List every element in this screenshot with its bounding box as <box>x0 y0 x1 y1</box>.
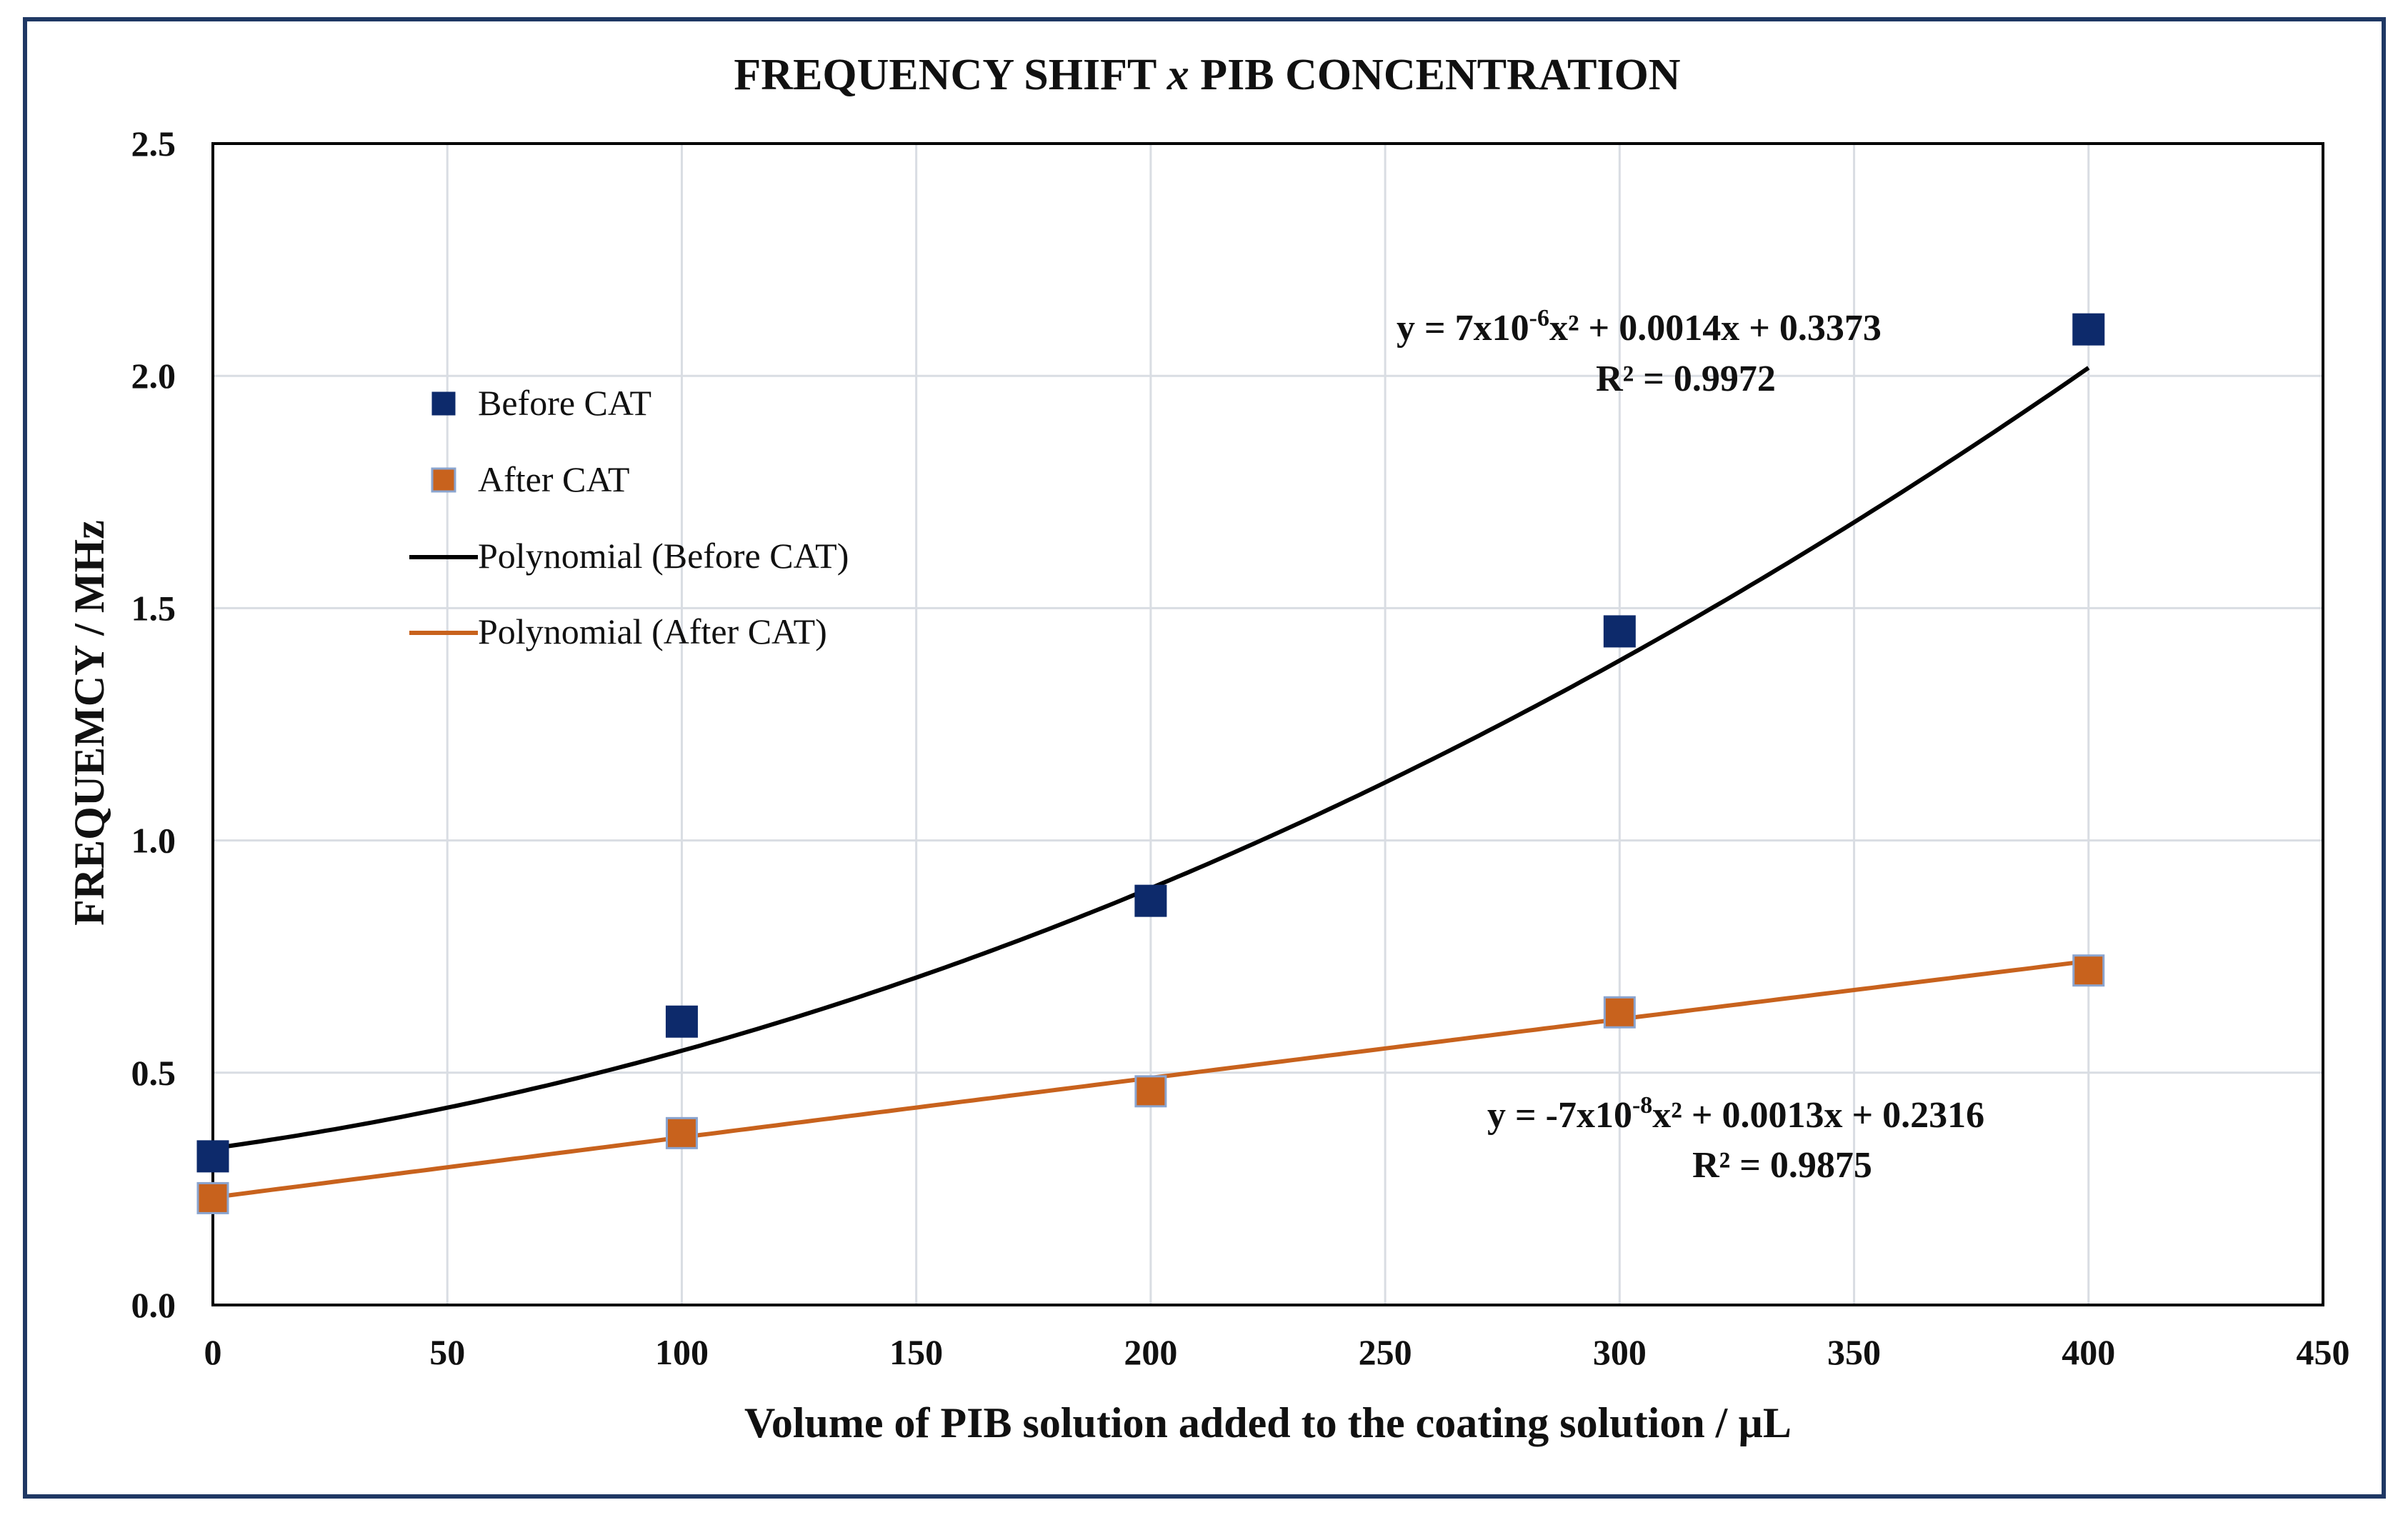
equation-after-cat-formula: y = -7x10-8x² + 0.0013x + 0.2316 <box>1487 1092 1984 1136</box>
y-tick-label: 0.5 <box>131 1053 176 1093</box>
data-point-before-cat <box>1134 884 1167 917</box>
data-point-before-cat <box>1603 615 1636 648</box>
data-point-before-cat <box>196 1140 229 1173</box>
data-point-before-cat <box>665 1005 698 1038</box>
data-point-after-cat <box>196 1181 229 1214</box>
x-tick-labels: 0 50 100 150 200 250 300 350 400 450 <box>204 1332 2350 1372</box>
equation-before-cat-r2: R² = 0.9972 <box>1596 359 1776 399</box>
x-tick-label: 0 <box>204 1332 222 1372</box>
plot-area-border <box>211 142 2324 1306</box>
x-tick-label: 50 <box>429 1332 465 1372</box>
data-point-after-cat <box>1603 996 1636 1029</box>
legend-label-polynomial-before-cat: Polynomial (Before CAT) <box>478 536 849 576</box>
x-tick-label: 100 <box>655 1332 709 1372</box>
equation-after-cat: y = -7x10-8x² + 0.0013x + 0.2316 R² = 0.… <box>1487 1092 1984 1186</box>
y-tick-labels: 0.0 0.5 1.0 1.5 2.0 2.5 <box>131 124 176 1325</box>
data-point-before-cat <box>2072 313 2105 346</box>
data-point-after-cat <box>2072 954 2105 987</box>
legend-item-after-cat: After CAT <box>431 459 629 499</box>
y-tick-label: 2.5 <box>131 124 176 164</box>
x-tick-label: 200 <box>1124 1332 1177 1372</box>
data-point-after-cat <box>665 1116 698 1149</box>
data-marker-layer <box>196 313 2105 1214</box>
y-tick-label: 1.5 <box>131 588 176 628</box>
equation-before-cat-formula: y = 7x10-6x² + 0.0014x + 0.3373 <box>1397 305 1882 349</box>
x-tick-label: 300 <box>1593 1332 1647 1372</box>
data-point-after-cat <box>1134 1075 1167 1108</box>
y-tick-label: 1.0 <box>131 821 176 861</box>
x-axis-title: Volume of PIB solution added to the coat… <box>744 1399 1792 1446</box>
y-tick-label: 2.0 <box>131 356 176 396</box>
legend-label-before-cat: Before CAT <box>478 383 651 423</box>
legend-item-polynomial-before-cat: Polynomial (Before CAT) <box>409 536 849 576</box>
legend-swatch-before-cat <box>431 391 456 416</box>
legend-item-before-cat: Before CAT <box>431 383 651 423</box>
y-tick-label: 0.0 <box>131 1285 176 1325</box>
x-tick-label: 350 <box>1827 1332 1881 1372</box>
equation-after-cat-r2: R² = 0.9875 <box>1692 1145 1872 1186</box>
vertical-gridlines <box>446 144 2090 1305</box>
legend-label-polynomial-after-cat: Polynomial (After CAT) <box>478 611 827 651</box>
chart-frame <box>23 17 2386 1499</box>
y-axis-title: FREQUEMCY / MHz <box>66 520 113 926</box>
legend-label-after-cat: After CAT <box>478 459 629 499</box>
legend-item-polynomial-after-cat: Polynomial (After CAT) <box>409 611 827 651</box>
legend-swatch-after-cat <box>431 467 456 493</box>
legend: Before CAT After CAT Polynomial (Before … <box>409 383 849 651</box>
x-tick-label: 450 <box>2297 1332 2350 1372</box>
equation-before-cat: y = 7x10-6x² + 0.0014x + 0.3373 R² = 0.9… <box>1397 305 1882 399</box>
x-tick-label: 150 <box>889 1332 943 1372</box>
x-tick-label: 250 <box>1359 1332 1412 1372</box>
x-tick-label: 400 <box>2062 1332 2115 1372</box>
horizontal-gridlines <box>213 374 2323 1074</box>
chart-title: FREQUENCY SHIFT x PIB CONCENTRATION <box>734 51 1680 99</box>
